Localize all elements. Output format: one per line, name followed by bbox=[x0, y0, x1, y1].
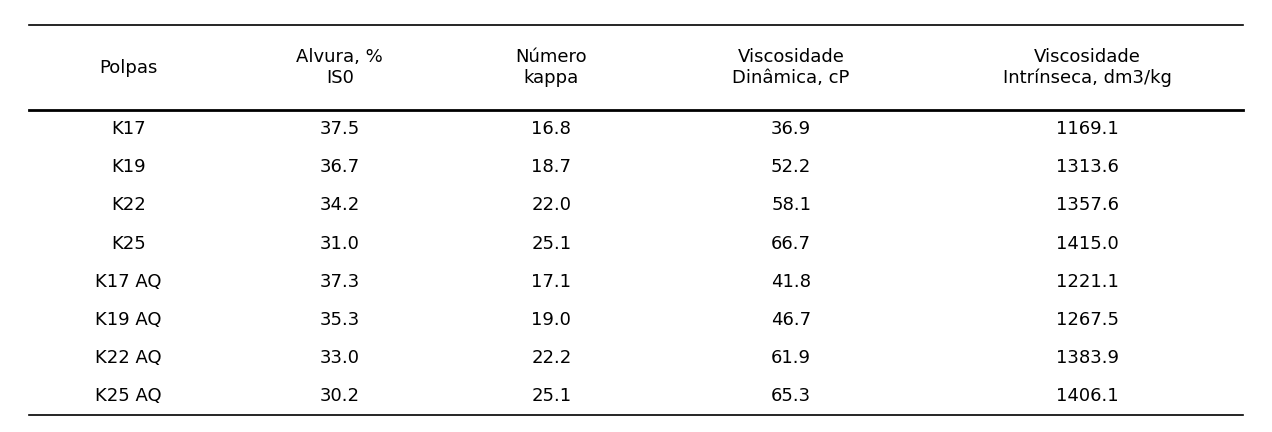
Text: 61.9: 61.9 bbox=[771, 349, 812, 367]
Text: 36.9: 36.9 bbox=[771, 120, 812, 138]
Text: 65.3: 65.3 bbox=[771, 387, 812, 405]
Text: K17: K17 bbox=[111, 120, 145, 138]
Text: 18.7: 18.7 bbox=[532, 158, 571, 176]
Text: 58.1: 58.1 bbox=[771, 197, 812, 214]
Text: 1383.9: 1383.9 bbox=[1056, 349, 1119, 367]
Text: 46.7: 46.7 bbox=[771, 311, 812, 329]
Text: 22.0: 22.0 bbox=[532, 197, 571, 214]
Text: 30.2: 30.2 bbox=[319, 387, 360, 405]
Text: K19: K19 bbox=[111, 158, 145, 176]
Text: 16.8: 16.8 bbox=[532, 120, 571, 138]
Text: 22.2: 22.2 bbox=[532, 349, 571, 367]
Text: 1313.6: 1313.6 bbox=[1056, 158, 1119, 176]
Text: K25: K25 bbox=[111, 235, 145, 253]
Text: Viscosidade
Dinâmica, cP: Viscosidade Dinâmica, cP bbox=[733, 48, 850, 87]
Text: 31.0: 31.0 bbox=[319, 235, 360, 253]
Text: 33.0: 33.0 bbox=[319, 349, 360, 367]
Text: 36.7: 36.7 bbox=[319, 158, 360, 176]
Text: 17.1: 17.1 bbox=[532, 273, 571, 291]
Text: 1406.1: 1406.1 bbox=[1056, 387, 1118, 405]
Text: 37.5: 37.5 bbox=[319, 120, 360, 138]
Text: 66.7: 66.7 bbox=[771, 235, 812, 253]
Text: 25.1: 25.1 bbox=[532, 235, 571, 253]
Text: K25 AQ: K25 AQ bbox=[95, 387, 162, 405]
Text: 1221.1: 1221.1 bbox=[1056, 273, 1119, 291]
Text: 1169.1: 1169.1 bbox=[1056, 120, 1119, 138]
Text: Polpas: Polpas bbox=[99, 59, 158, 77]
Text: Viscosidade
Intrínseca, dm3/kg: Viscosidade Intrínseca, dm3/kg bbox=[1002, 48, 1172, 87]
Text: K17 AQ: K17 AQ bbox=[95, 273, 162, 291]
Text: Número
kappa: Número kappa bbox=[515, 48, 588, 87]
Text: 25.1: 25.1 bbox=[532, 387, 571, 405]
Text: K22: K22 bbox=[111, 197, 145, 214]
Text: 19.0: 19.0 bbox=[532, 311, 571, 329]
Text: Alvura, %
IS0: Alvura, % IS0 bbox=[296, 48, 383, 87]
Text: 52.2: 52.2 bbox=[771, 158, 812, 176]
Text: 37.3: 37.3 bbox=[319, 273, 360, 291]
Text: 35.3: 35.3 bbox=[319, 311, 360, 329]
Text: 34.2: 34.2 bbox=[319, 197, 360, 214]
Text: 1415.0: 1415.0 bbox=[1056, 235, 1119, 253]
Text: 1267.5: 1267.5 bbox=[1056, 311, 1119, 329]
Text: K19 AQ: K19 AQ bbox=[95, 311, 162, 329]
Text: K22 AQ: K22 AQ bbox=[95, 349, 162, 367]
Text: 1357.6: 1357.6 bbox=[1056, 197, 1119, 214]
Text: 41.8: 41.8 bbox=[771, 273, 812, 291]
